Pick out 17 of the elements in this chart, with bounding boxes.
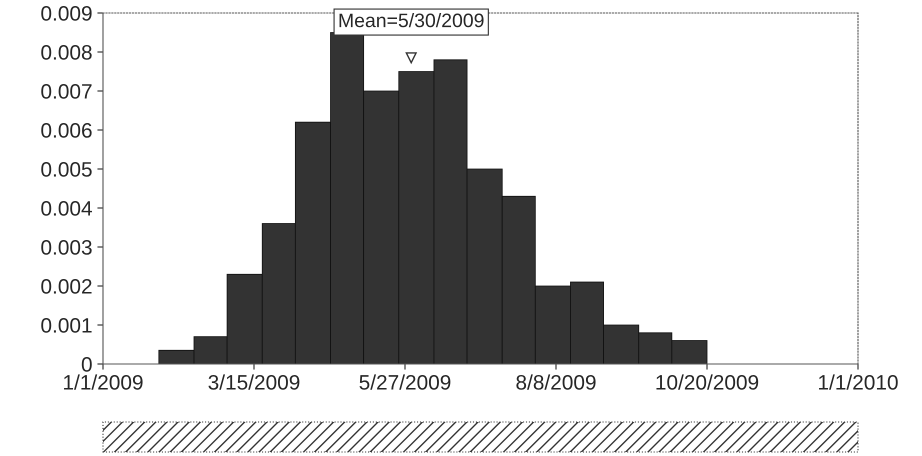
y-tick-label: 0.005 bbox=[41, 162, 92, 177]
x-tick-label: 1/1/2009 bbox=[64, 374, 143, 390]
y-tick-label: 0.007 bbox=[41, 84, 92, 99]
y-tick-label: 0.006 bbox=[41, 123, 92, 138]
y-tick-label: 0.001 bbox=[41, 318, 92, 333]
y-tick-label: 0.002 bbox=[41, 279, 92, 294]
y-tick-label: 0 bbox=[82, 357, 92, 372]
x-tick-label: 5/27/2009 bbox=[359, 374, 450, 390]
y-tick-label: 0.003 bbox=[41, 240, 92, 255]
x-tick-label: 1/1/2010 bbox=[819, 374, 898, 390]
x-tick-label: 3/15/2009 bbox=[208, 374, 300, 390]
y-tick-label: 0.008 bbox=[41, 45, 92, 60]
x-tick-label: 10/20/2009 bbox=[656, 374, 758, 390]
x-tick-label: 8/8/2009 bbox=[516, 374, 596, 390]
annotation: Mean=5/30/2009 bbox=[340, 13, 484, 28]
y-tick-label: 0.004 bbox=[41, 201, 92, 216]
y-tick-label: 0.009 bbox=[41, 6, 92, 21]
